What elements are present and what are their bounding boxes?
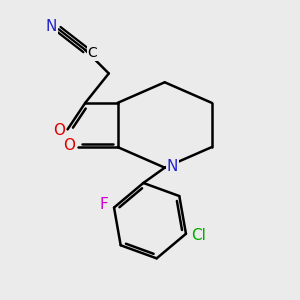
Text: C: C (88, 46, 98, 60)
Text: N: N (167, 159, 178, 174)
Text: O: O (64, 138, 76, 153)
Text: N: N (46, 19, 57, 34)
Text: Cl: Cl (191, 228, 206, 243)
Text: O: O (53, 123, 65, 138)
Text: F: F (99, 197, 108, 212)
